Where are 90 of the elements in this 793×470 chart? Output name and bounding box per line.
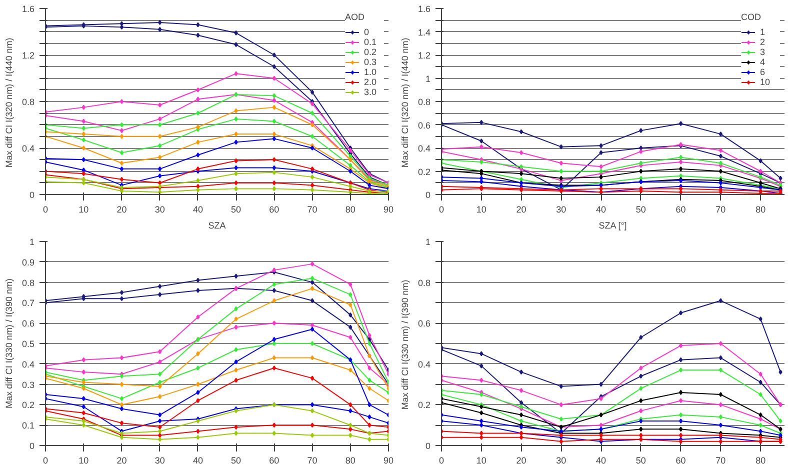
- x-tick-label: 80: [756, 456, 766, 466]
- y-tick-label: 1.4: [418, 27, 431, 38]
- y-tick-label: 0: [425, 441, 431, 451]
- legend-label: 6: [760, 67, 766, 77]
- y-tick-label: 1.2: [418, 50, 431, 60]
- y-axis-title: Max diff CI I(330 nm) / I(390 nm): [400, 280, 410, 410]
- x-tick-label: 70: [716, 456, 726, 466]
- y-tick-label: 0.6: [418, 318, 431, 329]
- x-tick-label: 30: [556, 456, 566, 466]
- x-tick-label: 0: [42, 456, 48, 466]
- y-tick-label: 0.6: [418, 120, 431, 130]
- x-tick-label: 10: [78, 456, 89, 466]
- legend-label: 0.3: [364, 57, 378, 67]
- y-tick-label: 0.2: [418, 166, 431, 177]
- legend-label: 4: [760, 57, 766, 67]
- y-tick-label: 0.8: [418, 97, 431, 107]
- y-tick-label: 0.1: [22, 420, 35, 431]
- y-tick-label: 0.4: [22, 359, 35, 370]
- y-axis-title: Max diff CI I(320 nm) / I(440 nm): [4, 38, 14, 168]
- y-axis-title: Max diff CI I(330 nm) / I(390 nm): [4, 278, 14, 408]
- y-tick-label: 0.4: [418, 359, 431, 370]
- x-tick-label: 0: [438, 204, 444, 214]
- y-tick-label: 0: [29, 190, 35, 200]
- x-tick-label: 70: [716, 204, 726, 214]
- x-axis-title: SZA [°]: [598, 220, 627, 230]
- x-tick-label: 60: [676, 204, 686, 214]
- y-tick-label: 0.5: [22, 339, 35, 349]
- x-tick-label: 60: [676, 456, 686, 466]
- x-tick-label: 30: [154, 204, 165, 214]
- legend-label: 0: [364, 27, 370, 37]
- legend-label: 1.0: [364, 67, 378, 77]
- y-tick-label: 0.4: [22, 144, 35, 154]
- legend-label: 3: [760, 47, 766, 57]
- x-tick-label: 90: [383, 456, 394, 466]
- x-tick-label: 50: [636, 456, 646, 466]
- y-tick-label: 0.6: [22, 318, 35, 329]
- x-tick-label: 20: [116, 456, 127, 466]
- x-axis-title: SZA: [208, 220, 226, 230]
- x-tick-label: 40: [192, 456, 203, 466]
- legend-title: COD: [741, 12, 762, 22]
- legend-label: 0.1: [364, 37, 378, 47]
- y-tick-label: 1: [29, 237, 35, 247]
- y-tick-label: 1: [425, 237, 431, 247]
- x-tick-label: 20: [116, 204, 127, 214]
- y-tick-label: 0.8: [22, 278, 35, 288]
- y-tick-label: 0.9: [22, 257, 35, 268]
- x-tick-label: 40: [596, 204, 606, 214]
- y-tick-label: 0.2: [418, 400, 431, 410]
- x-tick-label: 90: [383, 204, 394, 214]
- legend-label: 0.2: [364, 47, 378, 57]
- legend-label: 1: [760, 27, 766, 37]
- legend-label: 3.0: [364, 87, 378, 97]
- y-tick-label: 0: [29, 441, 35, 451]
- x-tick-label: 30: [556, 204, 566, 214]
- y-tick-label: 0.8: [418, 278, 431, 288]
- y-tick-label: 0.4: [418, 144, 431, 154]
- x-tick-label: 40: [192, 204, 203, 214]
- x-tick-label: 30: [154, 456, 165, 466]
- y-axis-title: Max diff CI I(320 nm) / I(440 nm): [400, 38, 410, 168]
- x-tick-label: 10: [78, 204, 89, 214]
- legend-label: 2: [760, 37, 766, 47]
- y-tick-label: 0.2: [22, 400, 35, 410]
- legend-label: 2.0: [364, 77, 378, 87]
- y-tick-label: 1: [425, 74, 431, 84]
- y-tick-label: 0.7: [22, 298, 35, 308]
- x-tick-label: 10: [476, 456, 486, 466]
- x-tick-label: 80: [345, 456, 356, 466]
- legend-title: AOD: [345, 12, 366, 22]
- y-tick-label: 1.6: [418, 4, 431, 14]
- x-tick-label: 50: [231, 456, 242, 466]
- y-tick-label: 0.3: [22, 380, 35, 390]
- y-tick-label: 1.2: [22, 50, 35, 60]
- y-tick-label: 1.6: [22, 4, 35, 14]
- x-tick-label: 0: [438, 456, 444, 466]
- x-tick-label: 70: [307, 456, 318, 466]
- x-tick-label: 50: [231, 204, 242, 214]
- x-tick-label: 80: [756, 204, 766, 214]
- x-tick-label: 0: [42, 204, 48, 214]
- x-tick-label: 20: [516, 456, 526, 466]
- x-tick-label: 50: [636, 204, 646, 214]
- x-tick-label: 40: [596, 456, 606, 466]
- x-tick-label: 70: [307, 204, 318, 214]
- y-tick-label: 0: [425, 190, 431, 200]
- legend-label: 10: [760, 77, 772, 87]
- x-tick-label: 60: [269, 456, 280, 466]
- x-tick-label: 80: [345, 204, 356, 214]
- x-tick-label: 10: [476, 204, 486, 214]
- y-tick-label: 0.8: [22, 97, 35, 107]
- x-tick-label: 60: [269, 204, 280, 214]
- x-tick-label: 20: [516, 204, 526, 214]
